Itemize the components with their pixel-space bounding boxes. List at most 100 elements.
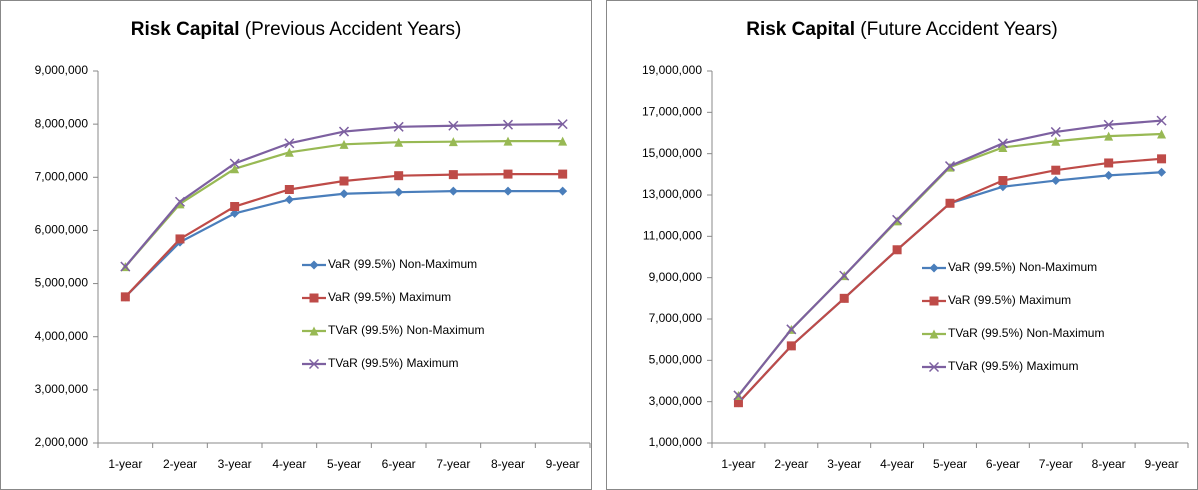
x-tick-label: 4-year xyxy=(880,457,914,471)
data-point xyxy=(284,138,295,149)
data-point xyxy=(786,324,797,335)
data-point xyxy=(558,136,568,146)
legend-marker xyxy=(309,260,319,270)
data-point xyxy=(1051,136,1061,146)
chart-title: Risk Capital (Previous Accident Years) xyxy=(131,19,462,40)
data-point xyxy=(1157,129,1167,139)
y-tick-label: 4,000,000 xyxy=(35,329,89,343)
x-tick-label: 2-year xyxy=(774,457,808,471)
data-point xyxy=(229,158,240,169)
data-point xyxy=(557,119,568,130)
data-point xyxy=(230,208,240,218)
panel xyxy=(0,0,592,490)
legend-marker xyxy=(308,358,320,370)
legend-label: VaR (99.5%) Non-Maximum xyxy=(948,260,1097,274)
y-tick-label: 5,000,000 xyxy=(649,353,703,367)
x-tick-label: 3-year xyxy=(827,457,861,471)
data-point xyxy=(120,261,131,272)
data-point xyxy=(892,214,903,225)
data-point xyxy=(1157,154,1167,164)
data-point xyxy=(998,176,1008,186)
y-tick-label: 7,000,000 xyxy=(35,169,89,183)
data-point xyxy=(892,245,902,255)
y-tick-label: 6,000,000 xyxy=(35,223,89,237)
data-point xyxy=(1104,131,1114,141)
title-rest: (Previous Accident Years) xyxy=(245,19,462,40)
data-point xyxy=(1104,170,1114,180)
data-point xyxy=(339,189,349,199)
data-point xyxy=(945,198,955,208)
x-tick-label: 1-year xyxy=(108,457,142,471)
data-point xyxy=(998,142,1008,152)
data-point xyxy=(944,161,956,172)
y-tick-label: 3,000,000 xyxy=(35,382,89,396)
legend-label: TVaR (99.5%) Maximum xyxy=(328,356,458,370)
data-point xyxy=(394,137,404,147)
x-tick-label: 9-year xyxy=(1145,457,1179,471)
data-point xyxy=(1103,119,1114,130)
data-point xyxy=(733,390,744,401)
legend-label: TVaR (99.5%) Non-Maximum xyxy=(948,326,1104,340)
title-rest: (Future Accident Years) xyxy=(860,19,1058,40)
chart-title: Risk Capital (Future Accident Years) xyxy=(746,19,1058,40)
x-tick-label: 6-year xyxy=(382,457,416,471)
title-bold: Risk Capital xyxy=(746,19,855,40)
y-tick-label: 9,000,000 xyxy=(35,63,89,77)
y-tick-label: 5,000,000 xyxy=(35,276,89,290)
data-point xyxy=(1157,167,1167,177)
y-tick-label: 7,000,000 xyxy=(649,311,703,325)
x-tick-label: 6-year xyxy=(986,457,1020,471)
x-tick-label: 9-year xyxy=(546,457,580,471)
data-point xyxy=(175,234,185,244)
data-point xyxy=(503,136,513,146)
data-point xyxy=(503,169,513,179)
data-point xyxy=(339,139,349,149)
legend-marker xyxy=(929,296,939,306)
data-point xyxy=(1104,158,1114,168)
data-point xyxy=(839,270,850,281)
data-point xyxy=(1051,165,1061,175)
legend-marker xyxy=(929,263,939,273)
y-tick-label: 9,000,000 xyxy=(649,270,703,284)
legend-label: TVaR (99.5%) Maximum xyxy=(948,359,1078,373)
data-point xyxy=(997,138,1008,149)
data-point xyxy=(339,176,349,186)
data-point xyxy=(1156,115,1167,126)
data-point xyxy=(175,199,185,209)
data-point xyxy=(174,196,186,207)
x-tick-label: 2-year xyxy=(163,457,197,471)
data-point xyxy=(839,293,849,303)
y-tick-label: 1,000,000 xyxy=(649,435,703,449)
data-point xyxy=(394,171,404,181)
data-point xyxy=(284,185,294,195)
legend-label: VaR (99.5%) Maximum xyxy=(328,290,451,304)
x-tick-label: 3-year xyxy=(218,457,252,471)
x-tick-label: 8-year xyxy=(1092,457,1126,471)
data-point xyxy=(230,202,240,212)
data-point xyxy=(338,126,350,137)
x-tick-label: 1-year xyxy=(721,457,755,471)
y-tick-label: 17,000,000 xyxy=(642,105,702,119)
x-tick-label: 4-year xyxy=(272,457,306,471)
legend-label: VaR (99.5%) Non-Maximum xyxy=(328,257,477,271)
data-point xyxy=(394,187,404,197)
data-point xyxy=(1050,126,1061,137)
data-point xyxy=(284,195,294,205)
title-bold: Risk Capital xyxy=(131,19,240,40)
legend-label: TVaR (99.5%) Non-Maximum xyxy=(328,323,484,337)
x-tick-label: 7-year xyxy=(436,457,470,471)
x-tick-label: 7-year xyxy=(1039,457,1073,471)
data-point xyxy=(733,398,743,408)
x-tick-label: 8-year xyxy=(491,457,525,471)
y-tick-label: 8,000,000 xyxy=(35,116,89,130)
data-point xyxy=(448,170,458,180)
data-point xyxy=(558,186,568,196)
data-point xyxy=(502,119,514,130)
data-point xyxy=(120,292,130,302)
data-point xyxy=(393,121,404,132)
data-point xyxy=(448,186,458,196)
y-tick-label: 2,000,000 xyxy=(35,435,89,449)
legend-marker xyxy=(309,326,319,336)
legend-marker xyxy=(929,329,939,339)
